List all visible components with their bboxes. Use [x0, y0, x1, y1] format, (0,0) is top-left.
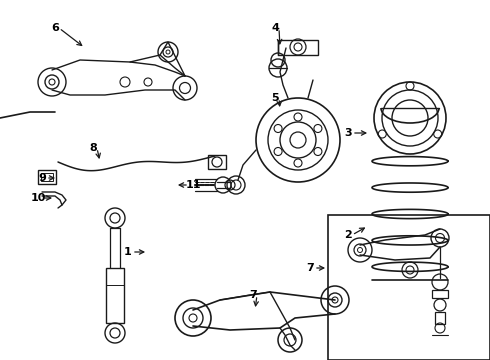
Text: 4: 4 — [271, 23, 279, 33]
Text: 1: 1 — [124, 247, 132, 257]
Text: 7: 7 — [249, 290, 257, 300]
Bar — [328, 215, 490, 360]
Bar — [432, 290, 448, 298]
Text: 2: 2 — [344, 230, 352, 240]
Bar — [38, 170, 56, 184]
Bar — [208, 155, 226, 169]
Text: 5: 5 — [271, 93, 279, 103]
Text: 3: 3 — [344, 128, 352, 138]
Bar — [435, 312, 445, 324]
Bar — [41, 173, 53, 181]
Text: 9: 9 — [38, 173, 46, 183]
Bar — [106, 268, 124, 323]
Text: 11: 11 — [185, 180, 201, 190]
Text: 7: 7 — [306, 263, 314, 273]
Text: 8: 8 — [89, 143, 97, 153]
Text: 10: 10 — [30, 193, 46, 203]
Text: 6: 6 — [51, 23, 59, 33]
Bar — [278, 40, 318, 55]
